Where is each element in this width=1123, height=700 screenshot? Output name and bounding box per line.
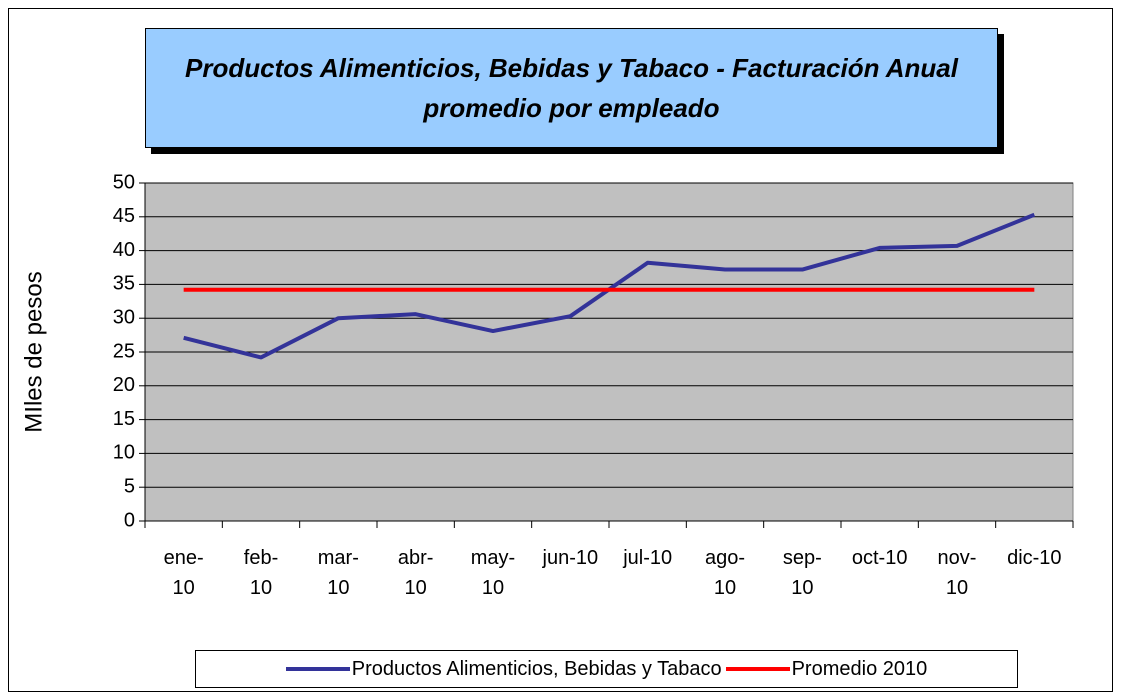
y-tick-label: 25 [113,340,135,362]
x-tick-label: nov-10 [937,547,977,599]
y-tick-label: 45 [113,205,135,227]
y-tick-label: 30 [113,306,135,328]
x-tick-label: ene-10 [163,547,204,599]
x-tick-label: feb-10 [243,547,279,599]
y-tick-label: 5 [124,475,135,497]
legend-item: Promedio 2010 [725,657,928,681]
y-tick-label: 20 [113,374,135,396]
chart-title: Productos Alimenticios, Bebidas y Tabaco… [145,28,998,148]
y-tick-label: 50 [113,171,135,193]
x-tick-label: may-10 [470,547,516,599]
y-tick-label: 10 [113,442,135,464]
legend-item: Productos Alimenticios, Bebidas y Tabaco [285,657,722,681]
x-tick-label: mar-10 [317,547,359,599]
legend-label: Productos Alimenticios, Bebidas y Tabaco [351,657,722,680]
legend: Productos Alimenticios, Bebidas y Tabaco… [195,650,1018,688]
x-tick-label: jul-10 [623,547,673,569]
y-tick-label: 35 [113,273,135,295]
x-tick-label: oct-10 [851,547,908,569]
x-tick-label: dic-10 [1007,547,1062,569]
y-tick-label: 0 [124,509,135,531]
y-tick-label: 15 [113,408,135,430]
x-tick-label: sep-10 [782,547,822,599]
legend-swatch [725,667,790,671]
x-tick-label: ago-10 [704,547,746,599]
x-tick-label: jun-10 [542,547,599,569]
legend-swatch [285,667,350,671]
y-tick-label: 40 [113,239,135,261]
y-axis-label: MIles de pesos [20,271,47,432]
x-tick-label: abr-10 [397,547,434,599]
legend-label: Promedio 2010 [791,657,928,680]
